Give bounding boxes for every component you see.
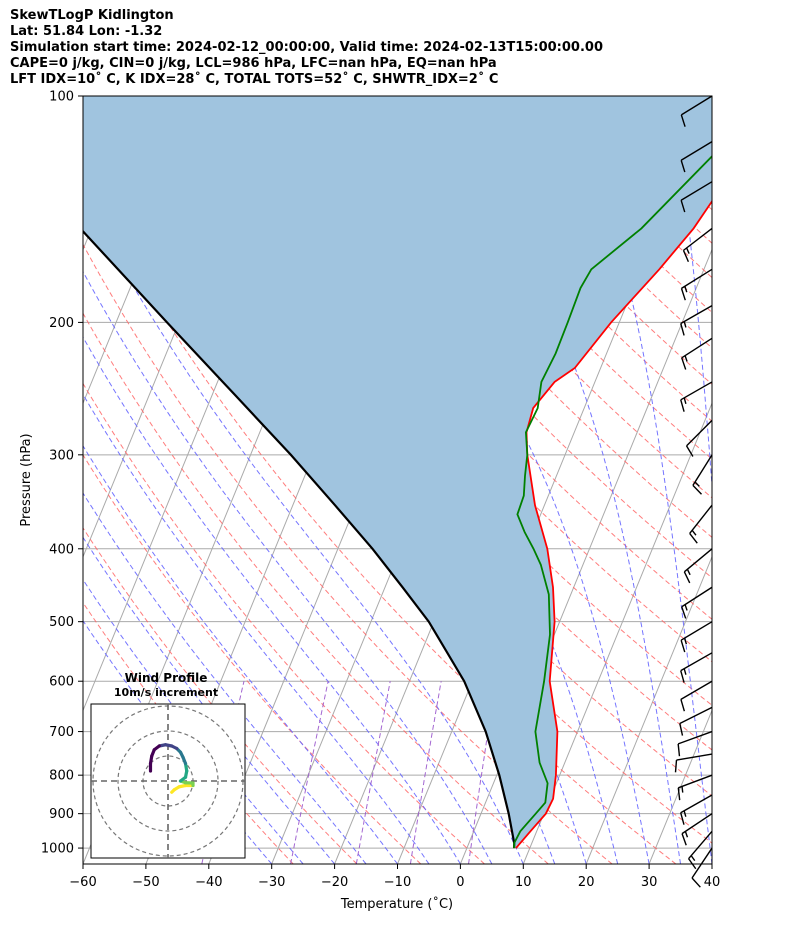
moist-adiabat	[419, 96, 681, 864]
hodograph-plot	[91, 704, 245, 858]
x-tick-label: 0	[456, 875, 464, 890]
x-tick-label: −50	[132, 875, 159, 890]
location-line: Lat: 51.84 Lon: -1.32	[10, 24, 163, 39]
isotherm	[585, 555, 712, 864]
moist-adiabat	[83, 393, 430, 864]
wind-barbs	[674, 95, 713, 888]
isotherm	[522, 401, 712, 864]
x-tick-label: −60	[69, 875, 96, 890]
moist-adiabat	[669, 96, 712, 491]
wind-barb	[674, 753, 713, 773]
x-tick-label: −10	[384, 875, 411, 890]
mixing-ratio-line	[290, 681, 329, 864]
y-tick-label: 600	[49, 675, 74, 690]
wind-barb	[680, 141, 713, 173]
x-tick-label: 20	[578, 875, 595, 890]
wind-barb	[681, 813, 713, 846]
wind-barb	[677, 730, 713, 757]
dry-adiabat	[401, 96, 712, 422]
wind-barb	[692, 454, 713, 495]
moist-adiabat	[83, 492, 367, 864]
wind-barb	[680, 181, 713, 213]
shaded-area	[83, 96, 712, 849]
x-tick-label: 40	[704, 875, 721, 890]
moist-adiabat	[83, 336, 461, 864]
wind-barb	[680, 621, 713, 653]
profile-lines	[83, 155, 712, 849]
chart-header: SkewTLogP Kidlington Lat: 51.84 Lon: -1.…	[10, 8, 603, 88]
params-line-1: CAPE=0 j/kg, CIN=0 j/kg, LCL=986 hPa, LF…	[10, 56, 497, 71]
y-tick-label: 700	[49, 725, 74, 740]
moist-adiabat	[204, 96, 619, 864]
mixing-ratio-line	[355, 681, 391, 864]
y-tick-label: 300	[49, 448, 74, 463]
wind-barb	[680, 381, 713, 412]
axes: −60 −50 −40 −30 −20 −10 0 10 20 30 40 100 200 300 400 5…	[41, 90, 720, 891]
wind-barb	[680, 95, 713, 127]
y-tick-label: 900	[49, 807, 74, 822]
x-tick-label: 30	[641, 875, 658, 890]
time-line: Simulation start time: 2024-02-12_00:00:…	[10, 40, 603, 55]
wind-barb	[680, 652, 713, 683]
y-tick-label: 400	[49, 542, 74, 557]
hodograph-ring	[117, 730, 219, 832]
wind-barb	[681, 586, 713, 619]
hodograph-title: Wind Profile	[125, 671, 208, 685]
wind-barb	[677, 774, 713, 801]
chart-title: SkewTLogP Kidlington	[10, 8, 174, 23]
hodograph-subtitle: 10m/s increment	[114, 686, 218, 699]
wind-barb	[680, 794, 713, 825]
wind-barb	[680, 268, 713, 301]
x-tick-label: −40	[195, 875, 222, 890]
y-axis-label: Pressure (hPa)	[19, 433, 34, 526]
x-tick-label: 10	[515, 875, 532, 890]
moist-adiabat	[83, 619, 273, 864]
dry-adiabat	[83, 243, 613, 864]
isotherm	[83, 96, 84, 98]
y-tick-label: 500	[49, 615, 74, 630]
wind-barb	[689, 504, 713, 544]
x-axis-label: Temperature (˚C)	[340, 896, 453, 912]
dry-adiabat	[83, 454, 422, 864]
dry-adiabat	[303, 96, 712, 538]
wind-barb	[682, 227, 713, 263]
dry-adiabat	[83, 527, 358, 864]
moist-adiabat	[83, 193, 524, 864]
moist-adiabat	[83, 444, 398, 864]
parcel-path-line	[83, 229, 516, 849]
dewpoint-temperature-fill	[83, 96, 712, 849]
moist-adiabat	[83, 270, 493, 864]
params-line-2: LFT IDX=10˚ C, K IDX=28˚ C, TOTAL TOTS=5…	[10, 72, 499, 87]
y-tick-label: 200	[49, 316, 74, 331]
y-tick-label: 800	[49, 769, 74, 784]
wind-barb	[679, 706, 713, 736]
x-tick-label: −30	[258, 875, 285, 890]
dry-adiabat	[83, 312, 549, 864]
dry-adiabat	[83, 382, 485, 864]
isotherm	[0, 96, 20, 864]
wind-barb	[680, 680, 713, 712]
x-tick-label: −20	[321, 875, 348, 890]
y-tick-label: 100	[49, 90, 74, 105]
dewpoint-line	[513, 155, 712, 849]
isotherm	[711, 862, 712, 864]
wind-barb	[691, 847, 713, 888]
mixing-ratio-line	[409, 681, 442, 864]
wind-barb	[683, 548, 713, 584]
wind-barb	[685, 419, 713, 457]
wind-barb	[681, 337, 713, 370]
y-tick-label: 1000	[41, 842, 74, 857]
wind-barb	[680, 305, 713, 336]
dry-adiabat	[83, 175, 677, 864]
temperature-line	[515, 199, 712, 849]
